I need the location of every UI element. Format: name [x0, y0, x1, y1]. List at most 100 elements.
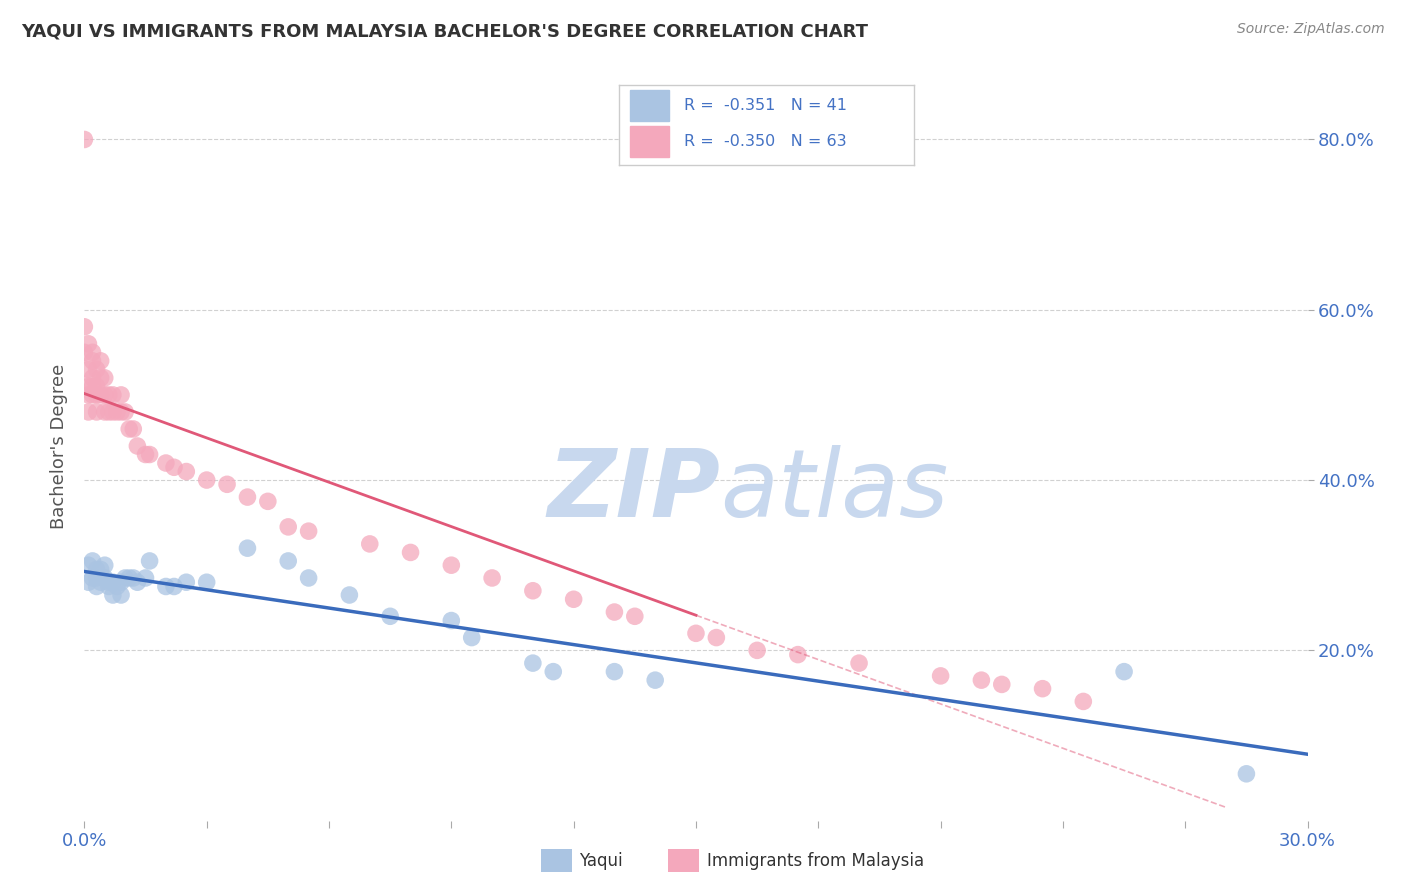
Bar [630, 127, 669, 157]
Point [93, 571, 115, 585]
Point [110, 388, 132, 402]
Point [257, 494, 280, 508]
Point [90, 371, 112, 385]
Point [522, 583, 544, 598]
Point [90, 388, 112, 402]
Point [114, 405, 136, 419]
Text: YAQUI VS IMMIGRANTS FROM MALAYSIA BACHELOR'S DEGREE CORRELATION CHART: YAQUI VS IMMIGRANTS FROM MALAYSIA BACHEL… [21, 22, 868, 40]
Point [522, 656, 544, 670]
Point [929, 669, 952, 683]
Point [101, 388, 124, 402]
Point [481, 571, 503, 585]
Point [90, 562, 112, 576]
Point [277, 520, 299, 534]
Text: Immigrants from Malaysia: Immigrants from Malaysia [707, 852, 924, 870]
Point [298, 571, 321, 585]
Point [105, 580, 128, 594]
Point [127, 439, 149, 453]
Point [603, 665, 626, 679]
Point [97, 575, 120, 590]
Point [195, 473, 218, 487]
Point [155, 580, 177, 594]
Point [195, 575, 218, 590]
Point [82, 354, 104, 368]
Point [440, 558, 463, 573]
Point [86, 571, 108, 585]
Point [644, 673, 666, 688]
Point [86, 580, 108, 594]
Point [73, 345, 96, 359]
Point [122, 422, 145, 436]
Point [105, 405, 128, 419]
Point [138, 448, 160, 462]
Point [86, 405, 108, 419]
Point [90, 575, 112, 590]
Point [86, 362, 108, 376]
Point [77, 388, 100, 402]
Point [90, 354, 112, 368]
Point [77, 362, 100, 376]
Point [82, 554, 104, 568]
Point [77, 405, 100, 419]
Point [73, 319, 96, 334]
Point [163, 460, 186, 475]
Point [277, 554, 299, 568]
Point [135, 448, 157, 462]
Point [970, 673, 993, 688]
Point [86, 562, 108, 576]
Point [86, 379, 108, 393]
Text: Source: ZipAtlas.com: Source: ZipAtlas.com [1237, 22, 1385, 37]
Point [93, 405, 115, 419]
Point [82, 371, 104, 385]
Point [747, 643, 769, 657]
Point [1073, 694, 1095, 708]
Point [217, 477, 239, 491]
Point [77, 575, 100, 590]
Point [155, 456, 177, 470]
Y-axis label: Bachelor's Degree: Bachelor's Degree [51, 363, 69, 529]
Point [82, 379, 104, 393]
Point [298, 524, 321, 538]
Point [97, 580, 120, 594]
Point [101, 405, 124, 419]
Point [93, 371, 115, 385]
Point [991, 677, 1014, 691]
Point [543, 665, 565, 679]
Point [174, 575, 197, 590]
Point [101, 575, 124, 590]
Point [127, 575, 149, 590]
Point [77, 558, 100, 573]
Point [122, 571, 145, 585]
Point [339, 588, 361, 602]
Point [73, 132, 96, 146]
Point [624, 609, 647, 624]
Point [399, 545, 422, 559]
Text: atlas: atlas [720, 445, 949, 536]
Point [236, 490, 259, 504]
Point [118, 571, 141, 585]
Point [380, 609, 402, 624]
Point [77, 379, 100, 393]
Point [236, 541, 259, 556]
Text: R =  -0.351   N = 41: R = -0.351 N = 41 [683, 98, 846, 113]
Text: R =  -0.350   N = 63: R = -0.350 N = 63 [683, 134, 846, 149]
Point [77, 336, 100, 351]
Point [110, 588, 132, 602]
Point [93, 388, 115, 402]
Point [359, 537, 381, 551]
Point [93, 558, 115, 573]
Point [848, 656, 870, 670]
Point [97, 388, 120, 402]
Bar [630, 90, 669, 121]
Point [86, 388, 108, 402]
Point [1114, 665, 1136, 679]
Point [82, 571, 104, 585]
Point [110, 575, 132, 590]
Point [706, 631, 728, 645]
Point [135, 571, 157, 585]
Point [110, 405, 132, 419]
Point [174, 465, 197, 479]
Point [138, 554, 160, 568]
Point [440, 614, 463, 628]
Text: ZIP: ZIP [547, 445, 720, 537]
